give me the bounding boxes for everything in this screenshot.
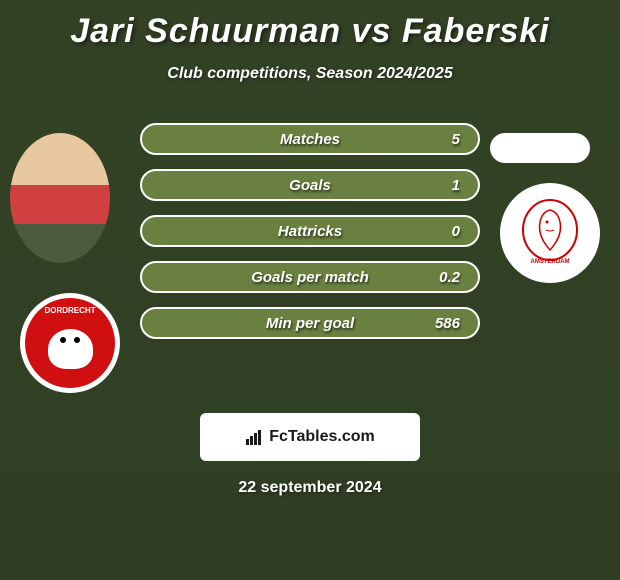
footer-badge[interactable]: FcTables.com bbox=[200, 413, 420, 461]
footer-date: 22 september 2024 bbox=[0, 479, 620, 497]
stat-value-right: 1 bbox=[430, 177, 460, 194]
stat-value-right: 0.2 bbox=[430, 269, 460, 286]
club-logo-right: AMSTERDAM bbox=[500, 183, 600, 283]
stat-label: Matches bbox=[280, 131, 340, 148]
stat-row: Min per goal 586 bbox=[140, 307, 480, 339]
stat-row: Goals per match 0.2 bbox=[140, 261, 480, 293]
stat-label: Goals bbox=[289, 177, 331, 194]
comparison-card: Jari Schuurman vs Faberski Club competit… bbox=[0, 0, 620, 580]
stat-label: Hattricks bbox=[278, 223, 342, 240]
stat-bars: Matches 5 Goals 1 Hattricks 0 Goals per … bbox=[140, 123, 480, 353]
ajax-shield-icon: AMSTERDAM bbox=[520, 198, 580, 268]
stat-row: Goals 1 bbox=[140, 169, 480, 201]
subtitle: Club competitions, Season 2024/2025 bbox=[0, 65, 620, 83]
bar-chart-icon bbox=[245, 428, 263, 446]
dordrecht-label: DORDRECHT bbox=[44, 306, 95, 315]
club-logo-left: DORDRECHT bbox=[20, 293, 120, 393]
stat-value-right: 5 bbox=[430, 131, 460, 148]
stat-value-right: 0 bbox=[430, 223, 460, 240]
footer-brand: FcTables.com bbox=[269, 428, 375, 446]
stat-label: Goals per match bbox=[251, 269, 369, 286]
stat-row: Matches 5 bbox=[140, 123, 480, 155]
stat-label: Min per goal bbox=[266, 315, 354, 332]
stat-value-right: 586 bbox=[430, 315, 460, 332]
title: Jari Schuurman vs Faberski bbox=[0, 0, 620, 51]
stat-row: Hattricks 0 bbox=[140, 215, 480, 247]
main-area: DORDRECHT AMSTERDAM Matches 5 bbox=[0, 123, 620, 383]
sheep-icon bbox=[48, 329, 93, 369]
player-photo-left bbox=[10, 133, 110, 263]
svg-text:AMSTERDAM: AMSTERDAM bbox=[531, 259, 570, 265]
player-placeholder-right bbox=[490, 133, 590, 163]
